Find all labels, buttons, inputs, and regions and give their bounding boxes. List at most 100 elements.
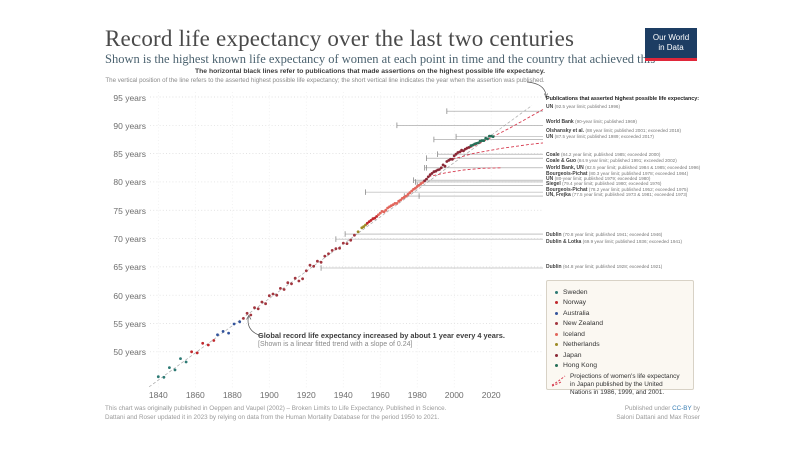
legend-label: Netherlands [563,341,600,349]
x-axis-label: 1900 [259,390,279,400]
record-point-norway [190,350,194,354]
footer-authors: Saloni Dattani and Max Roser [616,413,700,421]
record-point-new-zealand [297,279,301,283]
record-point-iceland [395,202,399,205]
footer-source-line1: This chart was originally published in O… [105,405,447,412]
record-point-new-zealand [286,281,290,285]
record-point-new-zealand [267,294,271,298]
assertion-label: World Bank (90-year limit; published 196… [546,118,637,125]
footer-license-pre: Published under [624,405,673,412]
record-point-new-zealand [312,264,316,268]
x-axis-label: 2000 [444,390,464,400]
x-axis-label: 1940 [333,390,353,400]
legend-item-netherlands: Netherlands [555,340,685,351]
record-point-new-zealand [323,254,327,258]
legend-label: New Zealand [563,320,604,328]
legend-dot [555,353,558,357]
record-point-new-zealand [316,259,319,263]
assertion-label: Bourgeois-Pichat (78.2 year limit; publi… [546,186,689,193]
x-axis-label: 1980 [407,390,427,400]
record-point-new-zealand [334,247,338,251]
record-point-norway [195,351,199,355]
record-point-new-zealand [349,238,353,242]
record-point-iceland [406,193,410,196]
x-axis-label: 1960 [370,390,390,400]
assertion-label: Dublin (64.8 year limit; published 1928;… [546,263,663,270]
projection-lines [428,109,544,178]
legend-item-japan: Japan [555,350,685,361]
assertion-label: Siegel (79.4 year limit; published 1980;… [546,181,662,187]
record-point-iceland [377,213,380,217]
legend-dot [555,322,558,326]
annotation-trend-bold: Global record life expectancy increased … [258,331,505,340]
record-point-new-zealand [249,313,253,317]
record-point-hong-kong [491,135,495,139]
record-point-new-zealand [293,276,297,280]
annotation-arrowhead-top [544,93,548,99]
record-point-new-zealand [279,287,282,290]
assertion-label: Bourgeois-Pichat (80.3 year limit; publi… [546,171,689,177]
linear-fit-trend-line [148,105,533,388]
assertion-label: UN (87.5 year limit; published 1989; exc… [546,133,654,140]
record-point-new-zealand [271,292,275,296]
record-point-iceland [382,210,386,214]
cc-by-link[interactable]: CC-BY [672,405,692,412]
y-axis-label: 95 years [113,92,146,103]
record-point-new-zealand [282,288,286,291]
record-point-japan [430,172,434,175]
record-point-iceland [384,208,388,212]
legend-item-iceland: Iceland [555,329,685,340]
legend-dot [555,301,558,305]
trend-line [148,105,533,388]
record-point-japan [452,154,456,158]
record-point-hong-kong [482,139,486,143]
footer-license: Published under CC-BY by Saloni Dattani … [616,405,700,422]
record-point-new-zealand [242,317,245,320]
legend-label: Hong Kong [563,362,598,370]
record-point-iceland [378,211,382,215]
y-axis-label: 75 years [113,205,146,216]
record-point-australia [227,331,231,335]
record-point-new-zealand [353,233,356,237]
assertions-header: Publications that asserted highest possi… [546,96,700,102]
record-point-japan [451,157,454,161]
assertion-label: Coale & Guo (84.9 year limit; published … [546,158,677,164]
projection-dashed-icon [551,375,566,387]
y-axis-label: 80 years [113,177,146,188]
record-point-iceland [404,194,408,198]
record-point-iceland [417,183,421,187]
legend-item-norway: Norway [555,298,685,309]
record-point-norway [201,341,205,345]
legend: Sweden Norway Australia New Zealand Iceland N… [546,280,694,396]
record-point-iceland [421,181,425,184]
annotation-assertions-bold: The horizontal black lines refer to publ… [195,68,545,75]
record-point-new-zealand [304,269,308,273]
annotation-assertions-small: The vertical position of the line refers… [105,77,545,84]
footer-source-note: This chart was originally published in O… [105,405,446,422]
footer-license-post: by [691,405,700,412]
legend-label: Norway [563,299,587,307]
record-point-japan [438,168,441,171]
record-point-new-zealand [327,252,330,256]
record-point-australia [232,322,236,326]
record-point-japan [462,149,465,153]
record-point-japan [425,177,428,181]
record-point-netherlands [362,225,365,229]
record-point-new-zealand [330,249,334,252]
record-point-norway [375,215,378,218]
y-axis-label: 55 years [113,318,146,329]
record-point-sweden [184,360,188,364]
record-point-norway [373,216,377,220]
record-point-iceland [399,198,402,202]
x-axis-label: 2020 [481,390,501,400]
record-point-new-zealand [275,293,279,297]
assertion-label: Coale (84.2 year limit; published 1985; … [546,151,661,158]
record-point-japan [454,152,458,156]
record-point-norway [212,339,216,342]
record-point-new-zealand [319,260,323,264]
record-point-norway [365,221,369,225]
record-point-new-zealand [338,246,341,250]
record-point-iceland [410,189,414,193]
x-axis-label: 1860 [185,390,205,400]
